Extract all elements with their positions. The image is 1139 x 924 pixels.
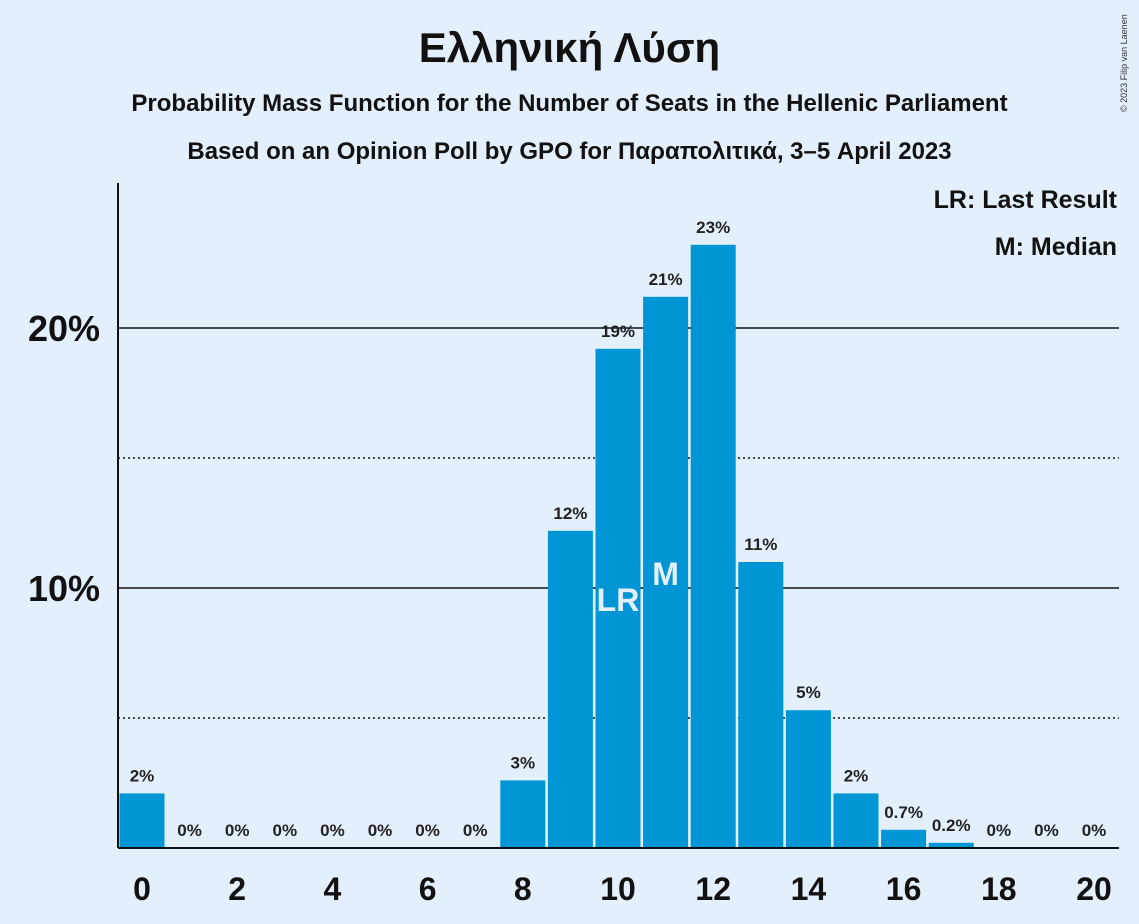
bar-label-8: 3% — [511, 753, 536, 772]
bar-label-20: 0% — [1082, 821, 1107, 840]
bar-label-3: 0% — [273, 821, 298, 840]
bar-label-11: 21% — [649, 270, 683, 289]
x-tick-label: 12 — [695, 871, 731, 907]
bar-label-14: 5% — [796, 683, 821, 702]
bar-label-6: 0% — [415, 821, 440, 840]
x-tick-label: 16 — [886, 871, 922, 907]
x-tick-label: 0 — [133, 871, 151, 907]
bar-0 — [119, 793, 165, 848]
bar-label-1: 0% — [177, 821, 202, 840]
bar-13 — [738, 562, 784, 848]
bar-label-15: 2% — [844, 766, 869, 785]
bar-12 — [690, 244, 736, 849]
marker-m: M — [652, 556, 679, 592]
bar-label-5: 0% — [368, 821, 393, 840]
x-tick-label: 20 — [1076, 871, 1112, 907]
x-tick-label: 4 — [324, 871, 342, 907]
bar-15 — [833, 793, 879, 848]
bar-label-13: 11% — [744, 535, 777, 554]
x-tick-label: 8 — [514, 871, 532, 907]
bar-11 — [643, 296, 689, 848]
bar-label-4: 0% — [320, 821, 345, 840]
bar-label-7: 0% — [463, 821, 488, 840]
bar-9 — [547, 530, 593, 848]
bar-label-19: 0% — [1034, 821, 1059, 840]
bar-17 — [928, 842, 974, 848]
bar-label-18: 0% — [987, 821, 1012, 840]
legend-median: M: Median — [994, 233, 1117, 261]
chart-subtitle-1: Probability Mass Function for the Number… — [131, 90, 1008, 117]
legend-last-result: LR: Last Result — [933, 186, 1117, 214]
x-tick-label: 18 — [981, 871, 1017, 907]
bar-14 — [785, 710, 831, 848]
marker-lr: LR — [597, 582, 640, 618]
y-tick-label: 20% — [28, 308, 100, 349]
y-tick-label: 10% — [28, 568, 100, 609]
bar-label-12: 23% — [696, 218, 730, 237]
x-tick-label: 6 — [419, 871, 437, 907]
bar-label-17: 0.2% — [932, 816, 971, 835]
bar-16 — [881, 829, 927, 848]
chart-title: Ελληνική Λύση — [418, 24, 721, 71]
x-tick-label: 2 — [228, 871, 246, 907]
bar-label-10: 19% — [601, 322, 635, 341]
bar-8 — [500, 780, 546, 848]
bar-label-0: 2% — [130, 766, 155, 785]
x-tick-label: 14 — [791, 871, 827, 907]
x-tick-label: 10 — [600, 871, 636, 907]
chart-subtitle-2: Based on an Opinion Poll by GPO for Παρα… — [187, 138, 952, 165]
bar-label-9: 12% — [553, 504, 587, 523]
bar-10 — [595, 348, 641, 848]
bar-label-2: 0% — [225, 821, 250, 840]
bar-label-16: 0.7% — [884, 803, 923, 822]
